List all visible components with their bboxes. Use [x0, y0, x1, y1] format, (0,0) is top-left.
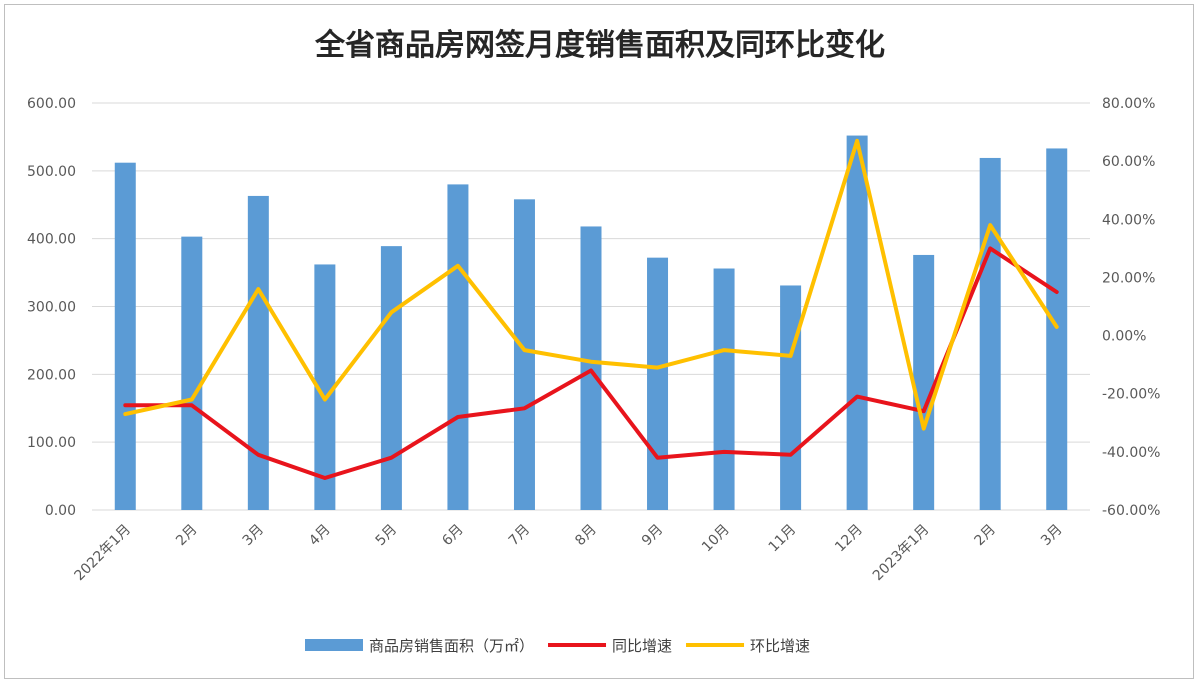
right-tick-label: 60.00%: [1102, 154, 1155, 170]
x-tick-label: 8月: [572, 522, 600, 550]
legend-item: 环比增速: [686, 637, 810, 655]
legend-label: 环比增速: [750, 637, 810, 655]
left-axis: 0.00 100.00 200.00 300.00 400.00 500.00 600.00: [27, 96, 76, 519]
bar: [713, 268, 735, 510]
bar: [314, 264, 336, 510]
right-tick-label: 80.00%: [1102, 96, 1155, 112]
x-tick-label: 2月: [972, 522, 1000, 550]
legend-item: 商品房销售面积（万㎡）: [305, 637, 534, 655]
line-series: [123, 138, 1059, 480]
left-tick-label: 300.00: [27, 300, 76, 316]
bar: [247, 195, 269, 510]
left-tick-label: 400.00: [27, 232, 76, 248]
legend: 商品房销售面积（万㎡） 同比增速 环比增速: [305, 637, 810, 655]
x-tick-label: 9月: [639, 522, 667, 550]
bar: [913, 254, 935, 510]
x-tick-label: 11月: [766, 522, 800, 556]
bar: [780, 285, 802, 510]
line-series-path: [123, 138, 1059, 431]
bar: [447, 184, 469, 510]
left-tick-label: 200.00: [27, 367, 76, 383]
right-tick-label: 0.00%: [1102, 329, 1146, 345]
legend-label: 同比增速: [612, 637, 672, 655]
bar: [513, 199, 535, 510]
x-axis: 2022年1月 2月 3月 4月 5月 6月 7月 8月 9月 10月 11月 12月 2023年1月 2…: [71, 522, 1065, 585]
left-tick-label: 600.00: [27, 96, 76, 112]
x-tick-label: 7月: [506, 522, 534, 550]
x-tick-label: 10月: [699, 522, 733, 556]
x-tick-label: 3月: [240, 522, 268, 550]
chart-title: 全省商品房网签月度销售面积及同环比变化: [314, 28, 885, 63]
left-tick-label: 0.00: [45, 503, 76, 519]
right-axis: -60.00% -40.00% -20.00% 0.00% 20.00% 40.00% 60…: [1102, 96, 1160, 519]
line-series-path: [123, 246, 1059, 480]
x-tick-label: 2022年1月: [71, 522, 134, 585]
right-tick-label: 20.00%: [1102, 270, 1155, 286]
right-tick-label: -40.00%: [1102, 445, 1160, 461]
x-tick-label: 12月: [832, 522, 866, 556]
bar: [380, 246, 402, 510]
legend-swatch: [305, 639, 363, 651]
right-tick-label: -60.00%: [1102, 503, 1160, 519]
bar: [114, 162, 136, 510]
chart-frame: [4, 4, 1194, 679]
left-tick-label: 100.00: [27, 435, 76, 451]
legend-label: 商品房销售面积（万㎡）: [369, 637, 534, 655]
x-tick-label: 2月: [173, 522, 201, 550]
bar: [1046, 148, 1068, 510]
right-tick-label: 40.00%: [1102, 212, 1155, 228]
legend-item: 同比增速: [548, 637, 672, 655]
bar: [181, 236, 203, 511]
x-tick-label: 6月: [439, 522, 467, 550]
bar: [647, 257, 669, 510]
x-tick-label: 3月: [1038, 522, 1066, 550]
x-tick-label: 5月: [373, 522, 401, 550]
bar: [846, 135, 868, 510]
x-tick-label: 4月: [306, 522, 334, 550]
bar: [979, 157, 1001, 510]
x-tick-label: 2023年1月: [870, 522, 933, 585]
left-tick-label: 500.00: [27, 164, 76, 180]
bar: [580, 226, 602, 510]
right-tick-label: -20.00%: [1102, 387, 1160, 403]
